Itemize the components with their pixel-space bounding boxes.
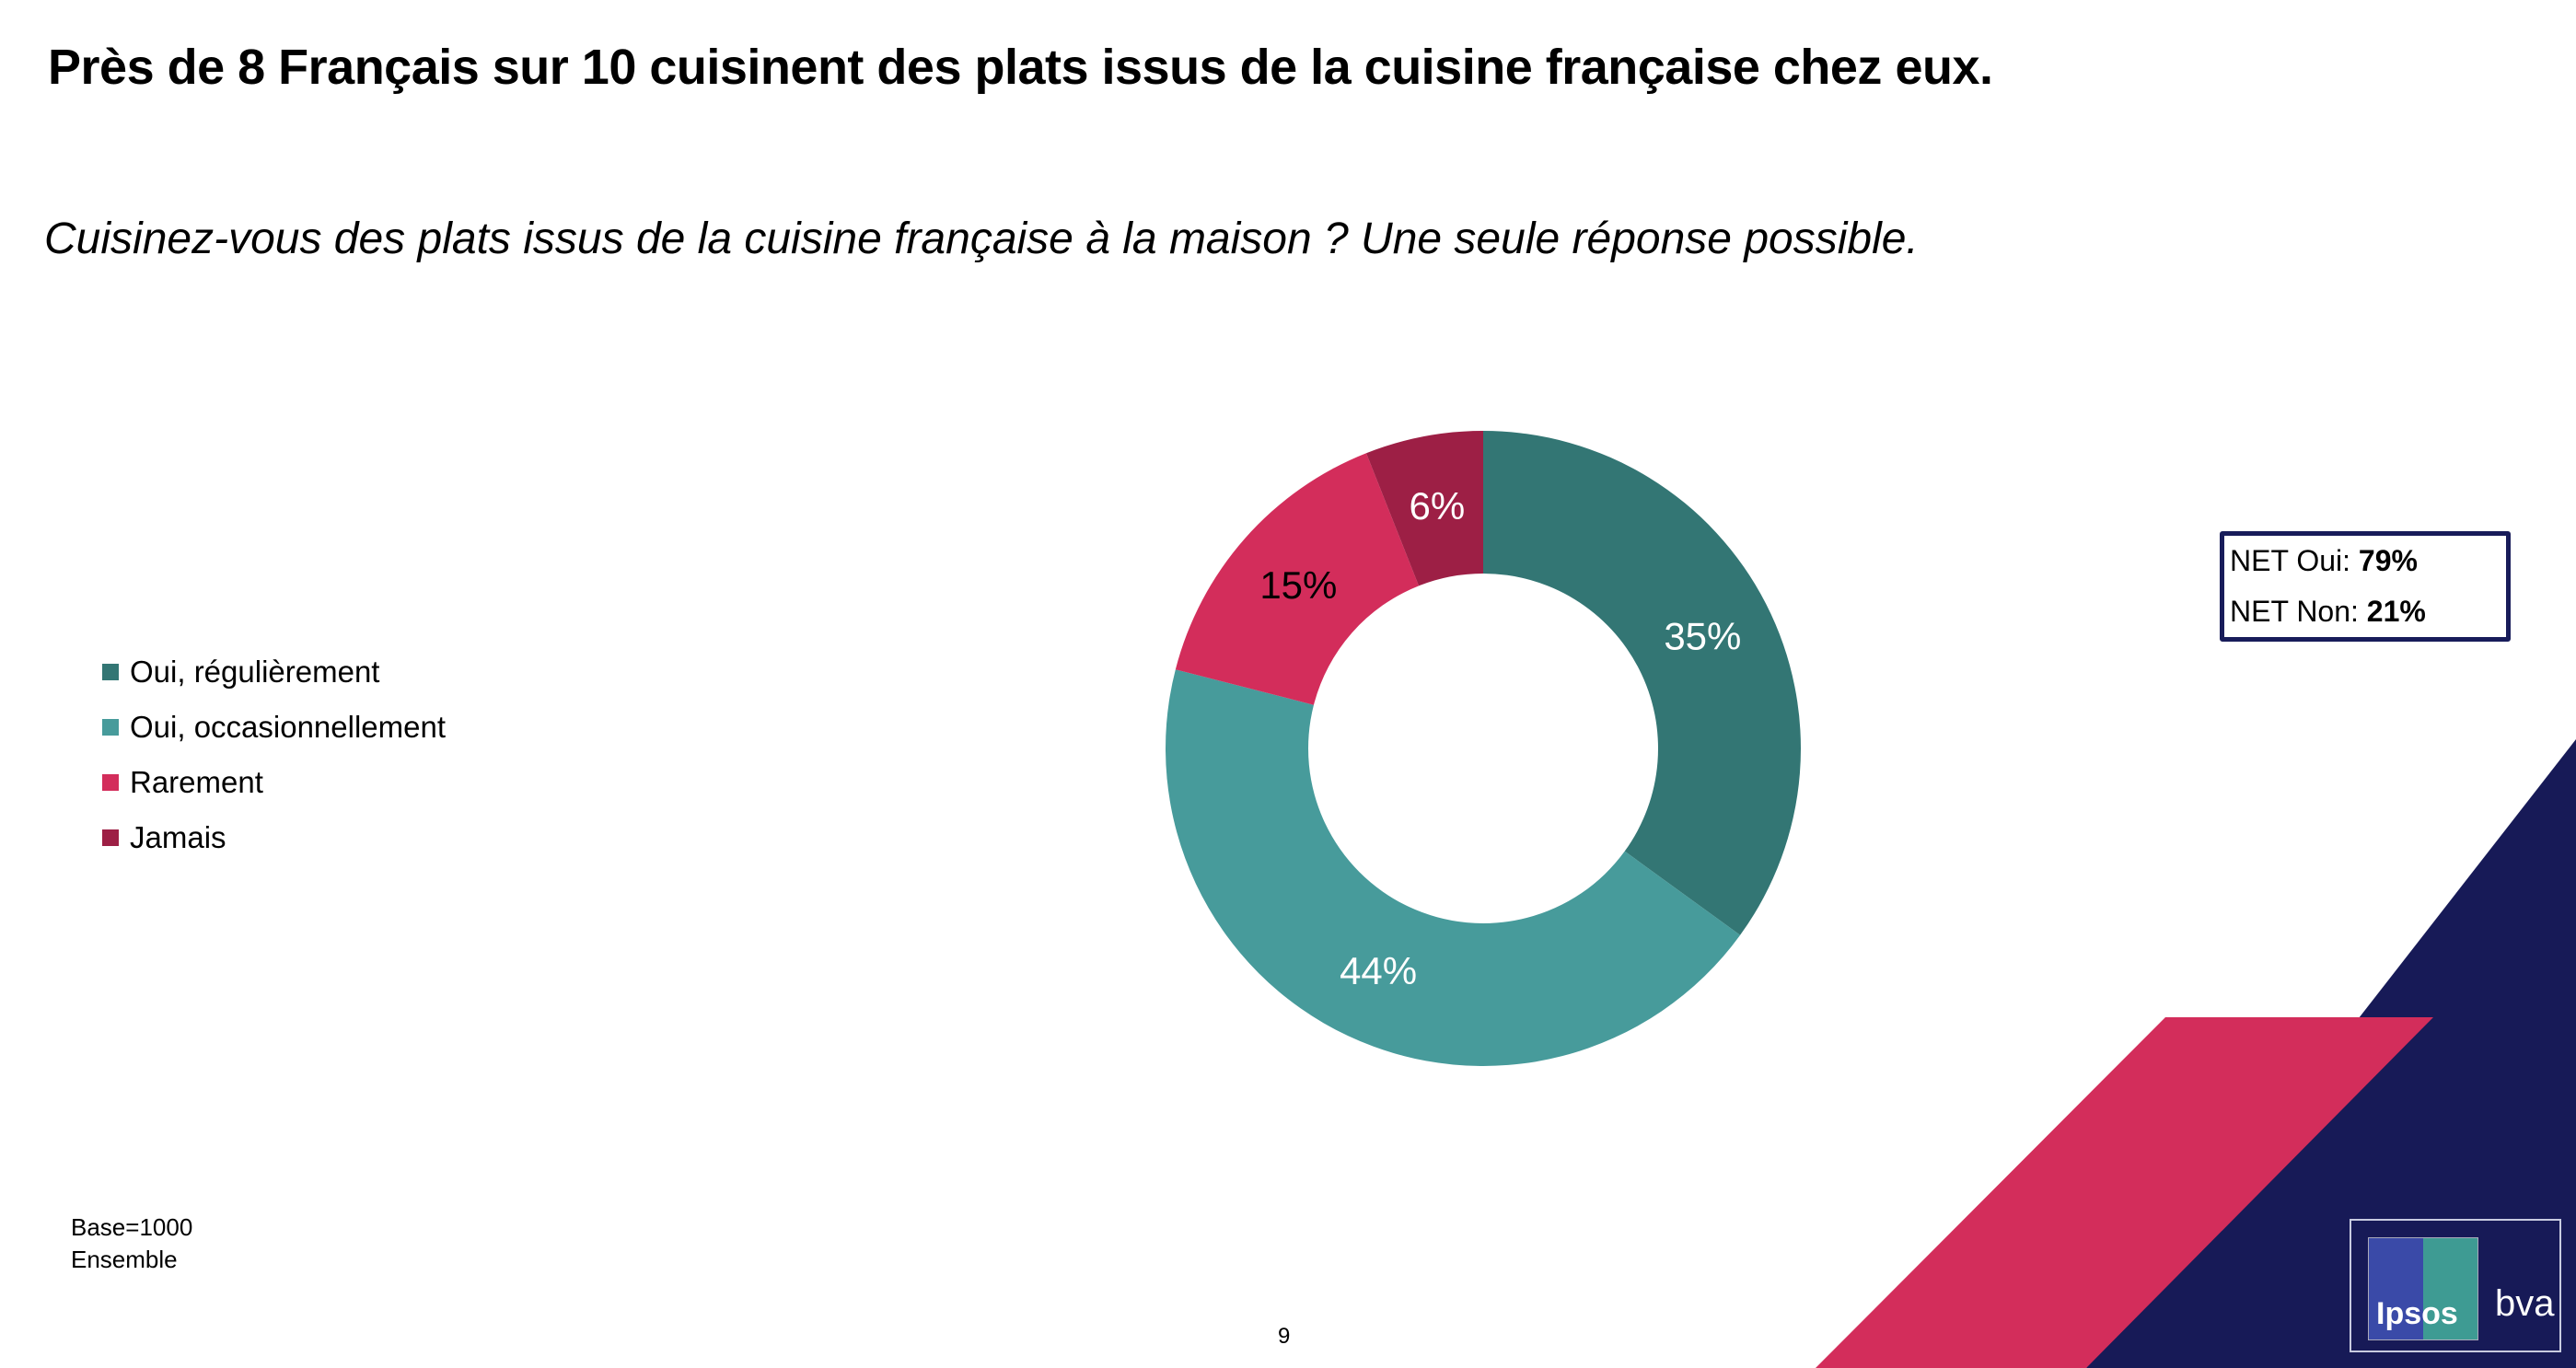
- net-oui: NET Oui: 79%: [2230, 536, 2501, 586]
- legend-label: Oui, régulièrement: [130, 655, 380, 689]
- ipsos-bva-logo: Ipsos bva: [2350, 1219, 2561, 1352]
- legend-swatch: [102, 774, 119, 791]
- base-size: Base=1000: [71, 1213, 193, 1241]
- data-label: 6%: [1410, 484, 1466, 527]
- legend-label: Jamais: [130, 820, 226, 854]
- ipsos-text: Ipsos: [2376, 1296, 2458, 1331]
- legend-swatch: [102, 719, 119, 736]
- legend-swatch: [102, 829, 119, 846]
- page-title: Près de 8 Français sur 10 cuisinent des …: [48, 40, 1993, 95]
- net-non: NET Non: 21%: [2230, 586, 2501, 637]
- legend-item: Oui, occasionnellement: [102, 700, 446, 755]
- donut-slice-1: [1483, 431, 1801, 935]
- legend-item: Jamais: [102, 810, 446, 865]
- donut-slice-3: [1175, 453, 1420, 705]
- chart-legend: Oui, régulièrement Oui, occasionnellemen…: [102, 644, 446, 865]
- legend-label: Oui, occasionnellement: [130, 710, 447, 744]
- legend-item: Oui, régulièrement: [102, 644, 446, 700]
- net-non-label: NET Non:: [2230, 595, 2367, 628]
- net-oui-value: 79%: [2358, 544, 2418, 577]
- data-label: 35%: [1664, 615, 1741, 658]
- question-subtitle: Cuisinez-vous des plats issus de la cuis…: [44, 214, 1919, 263]
- data-label: 15%: [1259, 563, 1337, 607]
- page-number: 9: [1278, 1324, 1291, 1349]
- net-summary-box: NET Oui: 79% NET Non: 21%: [2220, 531, 2511, 642]
- legend-item: Rarement: [102, 755, 446, 810]
- net-oui-label: NET Oui:: [2230, 544, 2359, 577]
- donut-slice-4: [1365, 431, 1483, 586]
- ipsos-logo: Ipsos: [2368, 1237, 2478, 1340]
- base-population: Ensemble: [71, 1246, 178, 1273]
- base-note: Base=1000 Ensemble: [71, 1211, 192, 1276]
- pink-parallelogram: [1816, 1017, 2433, 1368]
- donut-slice-2: [1166, 669, 1741, 1066]
- bva-text: bva: [2495, 1283, 2555, 1324]
- legend-label: Rarement: [130, 765, 263, 799]
- net-non-value: 21%: [2366, 595, 2426, 628]
- data-label: 44%: [1340, 949, 1417, 992]
- legend-swatch: [102, 664, 119, 680]
